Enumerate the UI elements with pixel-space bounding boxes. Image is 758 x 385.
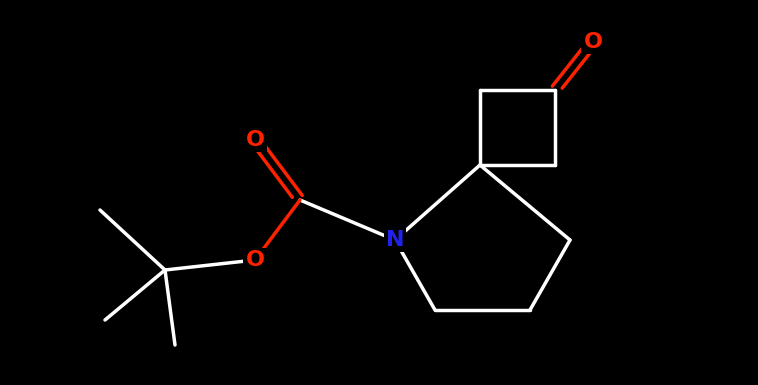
Text: O: O (246, 130, 265, 150)
Text: O: O (584, 32, 603, 52)
Text: N: N (386, 230, 404, 250)
Text: O: O (246, 250, 265, 270)
